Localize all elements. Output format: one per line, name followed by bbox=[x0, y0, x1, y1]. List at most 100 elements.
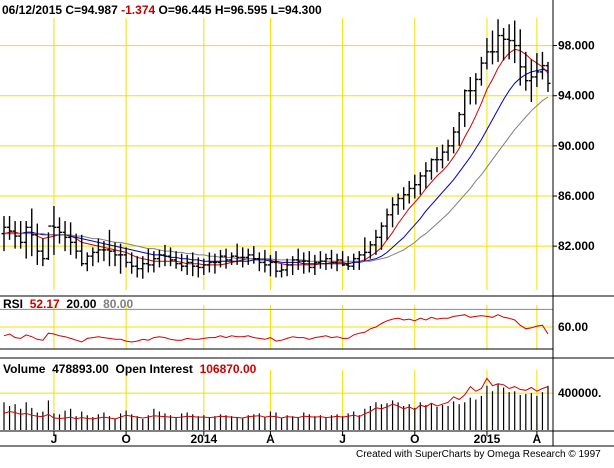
quote-high: H=96.595 bbox=[214, 3, 268, 17]
open-interest-line bbox=[3, 377, 549, 420]
ohlc-bar bbox=[173, 251, 179, 269]
rsi-label: RSI bbox=[3, 297, 24, 311]
price-y-tick-label: 82.000 bbox=[558, 239, 595, 253]
ohlc-bar bbox=[523, 51, 529, 91]
ohlc-bar bbox=[262, 249, 268, 273]
ma-slow-line bbox=[4, 96, 549, 262]
quote-header: 06/12/2015 C=94.987 -1.374 O=96.445 H=96… bbox=[2, 3, 322, 17]
ohlc-bar bbox=[68, 222, 74, 255]
ohlc-bar bbox=[317, 251, 323, 269]
ohlc-bar bbox=[545, 61, 551, 92]
ohlc-bars bbox=[1, 19, 551, 279]
ohlc-bar bbox=[445, 139, 451, 161]
ohlc-bar bbox=[212, 253, 218, 274]
ohlc-bar bbox=[329, 249, 335, 269]
open-interest-label: Open Interest bbox=[115, 362, 193, 376]
x-tick-label: A bbox=[533, 432, 542, 446]
ohlc-bar bbox=[118, 243, 124, 274]
price-y-tick-label: 94.000 bbox=[558, 89, 595, 103]
open-interest-value: 106870.00 bbox=[199, 362, 257, 376]
x-tick-label: J bbox=[339, 432, 346, 446]
rsi-value: 52.17 bbox=[29, 297, 60, 311]
x-tick-label: A bbox=[266, 432, 275, 446]
ohlc-bar bbox=[378, 222, 384, 250]
ohlc-bar bbox=[134, 256, 140, 278]
quote-low: L=94.300 bbox=[270, 3, 322, 17]
price-y-tick-label: 98.000 bbox=[558, 39, 595, 53]
ohlc-bar bbox=[284, 258, 290, 277]
x-tick-label: O bbox=[410, 432, 419, 446]
ohlc-bar bbox=[84, 252, 90, 272]
volume-label: Volume bbox=[3, 362, 46, 376]
volume-y-tick-label: 400000. bbox=[558, 386, 601, 400]
ohlc-bar bbox=[34, 223, 40, 265]
ohlc-bar bbox=[190, 252, 196, 277]
ma-mid-line bbox=[4, 68, 549, 265]
ohlc-bar bbox=[57, 217, 63, 244]
volume-bars bbox=[3, 383, 549, 430]
ohlc-bar bbox=[106, 229, 112, 267]
ohlc-bar bbox=[473, 73, 479, 105]
ohlc-bar bbox=[12, 221, 18, 249]
ohlc-bar bbox=[478, 56, 484, 86]
ohlc-bar bbox=[506, 24, 512, 60]
ohlc-bar bbox=[156, 249, 162, 268]
x-tick-label: J bbox=[51, 432, 58, 446]
ohlc-bar bbox=[406, 180, 412, 204]
ohlc-bar bbox=[340, 251, 346, 267]
ohlc-bar bbox=[123, 247, 129, 268]
ma-fast-line bbox=[3, 48, 549, 266]
ohlc-bar bbox=[29, 208, 35, 257]
ohlc-bar bbox=[290, 256, 296, 275]
quote-open: O=96.445 bbox=[158, 3, 212, 17]
ohlc-bar bbox=[395, 193, 401, 215]
ohlc-bar bbox=[495, 19, 501, 62]
ohlc-bar bbox=[412, 174, 418, 199]
rsi-legend: RSI 52.17 20.00 80.00 bbox=[3, 297, 133, 311]
ohlc-bar bbox=[18, 221, 24, 249]
ohlc-bar bbox=[267, 254, 273, 277]
ohlc-bar bbox=[323, 253, 329, 270]
ohlc-bar bbox=[195, 257, 201, 278]
price-y-tick-label: 90.000 bbox=[558, 139, 595, 153]
ohlc-bar bbox=[45, 225, 51, 260]
rsi-lower: 20.00 bbox=[66, 297, 97, 311]
ohlc-bar bbox=[184, 254, 190, 275]
ohlc-bar bbox=[79, 234, 85, 267]
ohlc-bar bbox=[101, 241, 107, 262]
ohlc-bar bbox=[373, 229, 379, 255]
ohlc-bar bbox=[451, 127, 457, 154]
ohlc-bar bbox=[168, 247, 174, 267]
ohlc-bar bbox=[301, 252, 307, 274]
ohlc-bar bbox=[179, 253, 185, 272]
ohlc-bar bbox=[234, 243, 240, 265]
price-y-tick-label: 86.000 bbox=[558, 189, 595, 203]
ohlc-bar bbox=[23, 221, 29, 259]
ohlc-bar bbox=[484, 38, 490, 70]
ohlc-bar bbox=[512, 20, 518, 64]
x-tick-label: O bbox=[121, 432, 130, 446]
ohlc-bar bbox=[245, 248, 251, 265]
ohlc-bar bbox=[162, 244, 168, 267]
ohlc-bar bbox=[201, 258, 207, 275]
ohlc-bar bbox=[351, 253, 357, 270]
ohlc-bar bbox=[539, 51, 545, 80]
ohlc-bar bbox=[73, 233, 79, 259]
ohlc-bar bbox=[256, 252, 262, 272]
ohlc-bar bbox=[223, 248, 229, 269]
ohlc-bar bbox=[489, 30, 495, 65]
footer-credit: Created with SuperCharts by Omega Resear… bbox=[356, 449, 601, 460]
x-tick-label: 2014 bbox=[190, 432, 217, 446]
ohlc-bar bbox=[7, 216, 13, 240]
ohlc-bar bbox=[467, 76, 473, 105]
ohlc-bar bbox=[345, 256, 351, 270]
quote-change: -1.374 bbox=[121, 3, 156, 17]
volume-value: 478893.00 bbox=[52, 362, 109, 376]
ohlc-bar bbox=[145, 248, 151, 273]
ohlc-bar bbox=[440, 144, 446, 169]
ohlc-bar bbox=[273, 251, 279, 278]
ohlc-bar bbox=[229, 252, 235, 265]
x-tick-label: 2015 bbox=[474, 432, 501, 446]
